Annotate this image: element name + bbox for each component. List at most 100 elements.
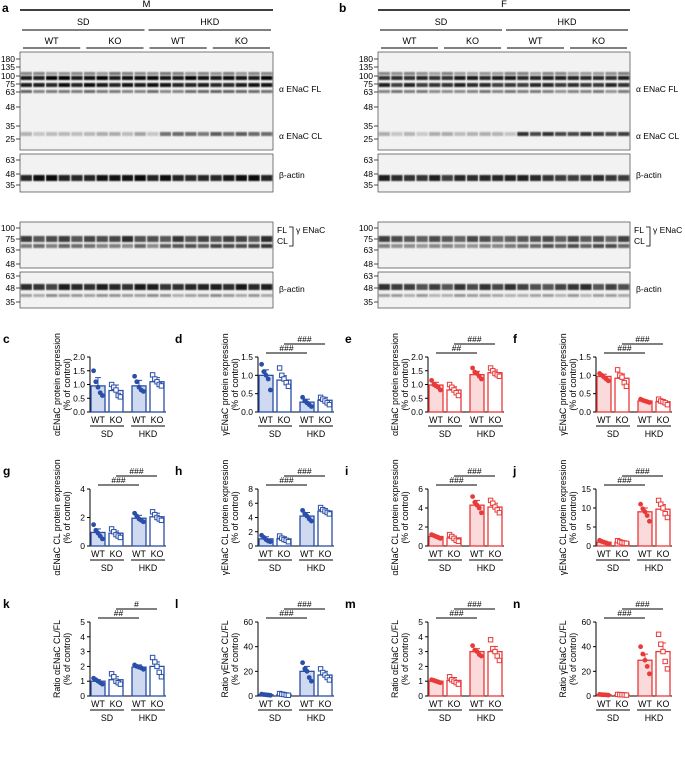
data-point: [100, 393, 105, 398]
y-tick-label: 1.5: [241, 352, 253, 362]
x-tick-label: WT: [597, 415, 611, 425]
y-axis-label-units: (% of control): [400, 491, 410, 543]
blot-band: [529, 72, 542, 75]
blot-band: [542, 76, 554, 80]
sex-label: F: [501, 0, 507, 10]
blot-band: [378, 175, 390, 181]
y-tick-label: 0: [248, 691, 253, 701]
blot-band: [403, 132, 416, 136]
panel-letter: k: [3, 597, 10, 611]
blot-band: [592, 294, 605, 297]
ladder-label: 48: [364, 259, 374, 269]
blot-band: [210, 236, 222, 242]
data-point: [154, 663, 160, 670]
blot-band: [466, 284, 479, 290]
blot-band: [454, 83, 466, 87]
significance-label: ###: [279, 608, 293, 618]
y-tick-label: 0: [418, 691, 423, 701]
blot-band: [555, 294, 567, 297]
significance-label: ###: [617, 343, 631, 353]
blot-band: [454, 244, 466, 248]
blot-band: [403, 72, 416, 75]
blot-band: [260, 175, 273, 181]
blot-band: [492, 76, 504, 80]
chart-d: d γENaC protein expression (% of control)0…: [175, 332, 334, 439]
blot-band: [134, 72, 146, 75]
significance-label: ###: [635, 334, 649, 344]
data-point: [642, 509, 648, 515]
blot-band: [504, 132, 516, 136]
y-axis-label: Ratio αENaC CL/FL: [52, 620, 62, 698]
blot-band: [109, 76, 121, 80]
blot-band: [542, 244, 554, 248]
blot-band: [441, 284, 453, 290]
chart-c: c αENaC protein expression (% of control)0…: [3, 332, 166, 439]
blot-band: [403, 236, 416, 242]
blot-band: [109, 175, 121, 181]
blot-band: [441, 244, 453, 248]
panel-letter: f: [513, 332, 518, 346]
blot-band: [235, 236, 248, 242]
y-tick-label: 1.5: [579, 352, 591, 362]
data-point: [309, 404, 314, 409]
blot-band: [542, 236, 554, 242]
ladder-label: 75: [6, 234, 16, 244]
blot-band: [555, 175, 567, 181]
x-tick-label: WT: [91, 415, 105, 425]
blot-band: [248, 76, 260, 80]
x-tick-label: KO: [448, 415, 461, 425]
blot-band: [134, 175, 146, 181]
x-tick-label: WT: [91, 699, 105, 709]
blot-band: [197, 132, 210, 136]
blot-band: [248, 236, 260, 242]
data-point: [455, 681, 462, 687]
panel-letter: h: [175, 464, 182, 478]
blot-band: [517, 284, 529, 290]
y-axis-label: αENaC CL protein expression: [390, 459, 400, 575]
blot-band: [210, 83, 222, 87]
blot-band: [58, 244, 70, 248]
blot-band: [197, 83, 210, 87]
panel-letter: e: [345, 332, 352, 346]
ladder-label: 63: [6, 245, 16, 255]
blot-band: [479, 132, 491, 136]
blot-band: [504, 72, 516, 75]
data-point: [470, 365, 475, 371]
group-label: SD: [607, 563, 619, 573]
x-tick-label: WT: [470, 415, 484, 425]
blot-band: [429, 284, 441, 290]
blot-band: [147, 284, 159, 290]
blot-band: [109, 132, 121, 136]
band-label-actin: β-actin: [636, 170, 662, 180]
y-tick-label: 0.5: [579, 389, 591, 399]
blot-band: [210, 76, 222, 80]
x-tick-label: WT: [638, 549, 652, 559]
blot-band: [492, 236, 504, 242]
blot-band: [83, 72, 96, 75]
blot-band: [121, 236, 134, 242]
blot-band: [58, 90, 70, 93]
blot-band: [58, 83, 70, 87]
y-tick-label: 4: [418, 632, 423, 642]
blot-band: [580, 132, 592, 136]
blot-strip: [377, 271, 631, 309]
data-point: [455, 392, 462, 399]
genotype-label: WT: [403, 36, 417, 46]
data-point: [326, 677, 333, 683]
blot-band: [542, 132, 554, 136]
data-point: [156, 669, 162, 676]
blot-band: [197, 175, 210, 181]
significance-label: ###: [449, 608, 463, 618]
blot-band: [235, 76, 248, 80]
y-tick-label: 1.0: [73, 380, 85, 390]
blot-band: [529, 83, 542, 87]
data-point: [326, 401, 333, 408]
blot-band: [517, 90, 529, 93]
blot-band: [441, 76, 453, 80]
ladder-label: 35: [6, 180, 16, 190]
blot-band: [109, 236, 121, 242]
blot-band: [618, 236, 630, 242]
x-tick-label: WT: [638, 699, 652, 709]
blot-band: [479, 83, 491, 87]
data-point: [429, 377, 434, 383]
